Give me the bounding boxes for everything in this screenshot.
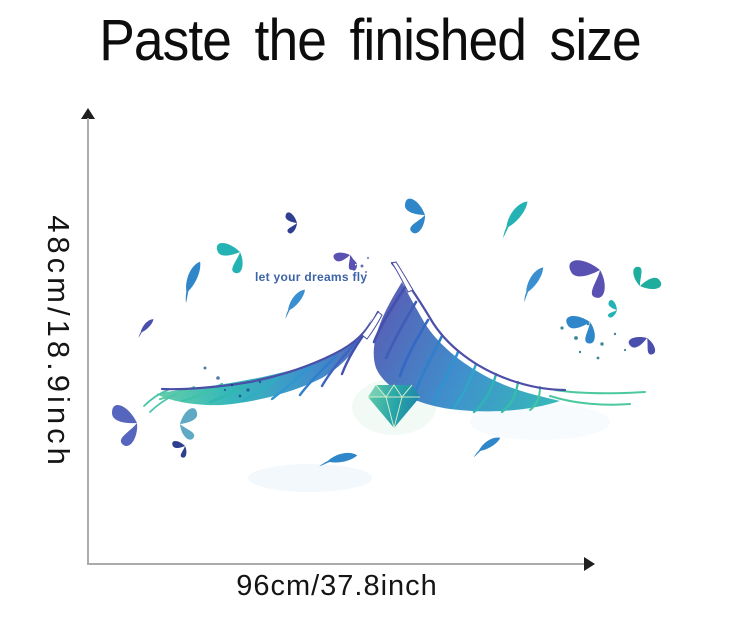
butterflies	[110, 197, 663, 460]
right-arrow-icon	[584, 557, 595, 571]
butterfly-icon	[110, 404, 141, 448]
butterfly-icon	[565, 310, 598, 349]
right-feather	[372, 261, 646, 414]
bottom-wash	[248, 464, 372, 492]
small-feather-icon	[133, 318, 158, 339]
diamond-icon	[368, 384, 420, 429]
page-title: Paste the finished size	[99, 8, 641, 73]
left-quill	[361, 311, 383, 340]
width-dimension-label: 96cm/37.8inch	[236, 570, 438, 602]
vertical-dimension-line	[87, 118, 89, 565]
butterfly-icon	[216, 239, 245, 276]
butterfly-icon	[627, 330, 659, 362]
butterfly-icon	[175, 406, 206, 442]
small-feather-icon	[492, 199, 537, 239]
right-wash	[470, 404, 610, 440]
butterfly-icon	[398, 197, 430, 236]
height-dimension-label: 48cm/18.9inch	[41, 215, 76, 469]
butterfly-icon	[171, 439, 188, 460]
butterfly-icon	[602, 299, 621, 320]
horizontal-dimension-line	[88, 563, 586, 565]
feather-artwork: let your dreams fly	[110, 197, 663, 492]
butterfly-icon	[568, 254, 609, 304]
small-feather-icon	[277, 288, 313, 319]
small-feather-icon	[470, 436, 504, 458]
slogan-text: let your dreams fly	[255, 270, 367, 284]
small-feather-icon	[172, 260, 213, 304]
small-feather-icon	[513, 266, 553, 303]
butterfly-dust	[360, 257, 369, 273]
up-arrow-icon	[81, 108, 95, 119]
left-feather-speckles	[203, 366, 262, 398]
left-feather	[143, 310, 383, 413]
butterfly-icon	[630, 260, 663, 296]
butterfly-icon	[280, 211, 301, 235]
right-feather-speckles	[560, 322, 627, 360]
right-quill	[391, 261, 414, 293]
